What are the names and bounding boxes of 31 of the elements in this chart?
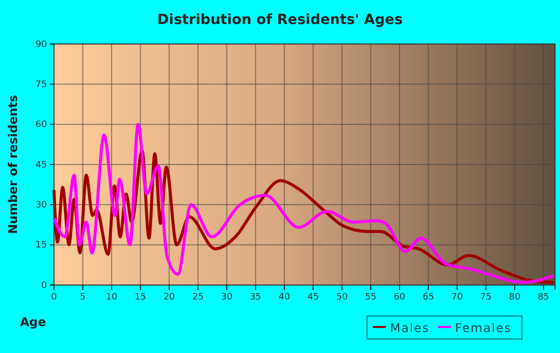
- y-tick-label: 15: [36, 240, 47, 251]
- x-tick-label: 30: [221, 292, 233, 302]
- y-tick-label: 30: [36, 200, 48, 211]
- y-tick-label: 75: [36, 80, 47, 90]
- x-tick-label: 60: [394, 292, 406, 302]
- y-tick-label: 0: [41, 280, 48, 291]
- x-tick-label: 65: [422, 292, 434, 302]
- legend-label: Females: [455, 321, 512, 335]
- y-tick-label: 90: [36, 40, 48, 50]
- x-tick-label: 0: [51, 292, 58, 302]
- x-axis-title: Age: [20, 315, 46, 329]
- y-tick-label: 45: [36, 160, 47, 170]
- x-tick-label: 20: [163, 292, 176, 302]
- chart-title: Distribution of Residents' Ages: [157, 12, 403, 28]
- line-series: [52, 122, 556, 284]
- x-tick-label: 40: [278, 292, 290, 302]
- x-tick-label: 70: [451, 292, 464, 302]
- x-tick-label: 35: [250, 292, 262, 302]
- x-tick-label: 55: [365, 292, 376, 302]
- x-tick-label: 85: [538, 292, 550, 302]
- legend-label: Males: [390, 321, 430, 335]
- x-tick-label: 25: [192, 292, 204, 302]
- x-tick-label: 75: [480, 292, 492, 302]
- y-axis-title: Number of residents: [6, 94, 20, 234]
- x-tick-label: 15: [134, 292, 146, 302]
- x-tick-label: 80: [508, 292, 521, 302]
- x-tick-label: 5: [80, 292, 86, 302]
- y-tick-label: 60: [36, 120, 48, 130]
- x-tick-label: 50: [336, 292, 348, 302]
- x-tick-label: 45: [307, 292, 319, 302]
- x-tick-label: 10: [106, 292, 118, 302]
